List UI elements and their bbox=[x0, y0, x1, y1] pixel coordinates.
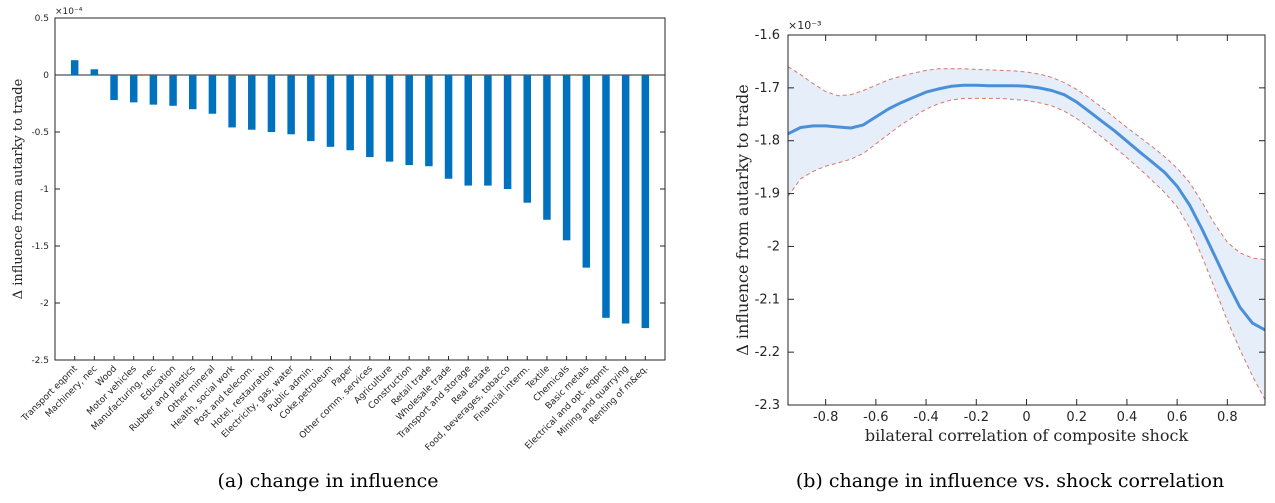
panel-b-y-tick-label: -2.3 bbox=[755, 398, 780, 413]
panel-b-x-tick-label: 0.6 bbox=[1167, 410, 1188, 425]
panel-a-y-tick-label: 0.5 bbox=[35, 14, 49, 24]
bar bbox=[543, 75, 551, 220]
bar bbox=[405, 75, 413, 166]
bar bbox=[228, 75, 236, 128]
bar bbox=[621, 75, 630, 324]
bar bbox=[248, 75, 256, 130]
panel-a-y-tick-label: 0 bbox=[43, 71, 49, 81]
panel-b-x-tick-label: -0.2 bbox=[964, 410, 989, 425]
bar bbox=[307, 75, 315, 142]
panel-b-y-tick-label: -2.2 bbox=[755, 345, 780, 360]
panel-a-y-tick-label: -0.5 bbox=[31, 128, 49, 138]
panel-b-x-tick-label: 0.4 bbox=[1117, 410, 1138, 425]
panel-b-y-tick-label: -2 bbox=[767, 239, 780, 254]
bar bbox=[287, 75, 295, 135]
bar bbox=[523, 75, 532, 203]
bar bbox=[188, 75, 197, 110]
panel-b-y-axis-label: Δ influence from autarky to trade bbox=[733, 84, 752, 356]
bar bbox=[562, 75, 571, 241]
bar bbox=[484, 75, 492, 186]
panel-b-estimate-line bbox=[787, 83, 1266, 332]
bar bbox=[326, 75, 335, 147]
panel-b-x-tick-label: 0 bbox=[1022, 410, 1030, 425]
panel-a-bar-chart: 0.50-0.5-1-1.5-2-2.5 Transport eqpmtMach… bbox=[11, 7, 666, 492]
panel-b-upper-bound-line bbox=[787, 66, 1266, 261]
bar bbox=[641, 75, 650, 329]
panel-a-y-tick-label: -1 bbox=[40, 185, 49, 195]
panel-a-exponent: ×10⁻⁴ bbox=[55, 7, 83, 17]
bar bbox=[602, 75, 610, 318]
bar bbox=[346, 75, 354, 151]
panel-b-x-tick-label: 0.8 bbox=[1217, 410, 1238, 425]
panel-b-confidence-band bbox=[788, 66, 1265, 400]
bar bbox=[444, 75, 453, 179]
panel-a-axes-frame bbox=[54, 17, 666, 361]
bar bbox=[464, 75, 472, 186]
bar bbox=[149, 75, 158, 105]
panel-a-y-tick-label: -2 bbox=[40, 299, 49, 309]
panel-a-y-axis-label: Δ influence from autarky to trade bbox=[11, 78, 26, 299]
panel-b-caption: (b) change in influence vs. shock correl… bbox=[796, 470, 1224, 492]
panel-b-y-tick-label: -2.1 bbox=[755, 292, 780, 307]
panel-b-y-tick-label: -1.7 bbox=[755, 81, 780, 96]
panel-a-y-tick-label: -2.5 bbox=[31, 356, 49, 366]
panel-b-y-tick-label: -1.9 bbox=[755, 187, 780, 202]
bar bbox=[425, 75, 433, 167]
bar bbox=[267, 75, 276, 132]
bar bbox=[582, 75, 591, 268]
panel-b-line-chart: -1.6 -1.7 -1.8 -1.9 -2 -2.1 -2.2 -2.3 -0.8 -0.6 -… bbox=[733, 19, 1266, 492]
panel-b-exponent: ×10⁻³ bbox=[788, 19, 821, 32]
panel-b-y-tick-label: -1.8 bbox=[755, 134, 780, 149]
bar bbox=[385, 75, 394, 162]
panel-b-x-tick-label: -0.4 bbox=[913, 410, 938, 425]
bar bbox=[90, 69, 99, 75]
bar bbox=[110, 75, 118, 101]
bar bbox=[503, 75, 512, 189]
panel-b-lower-bound-line bbox=[787, 97, 1266, 400]
bar bbox=[70, 60, 79, 75]
bar bbox=[169, 75, 177, 106]
bar bbox=[366, 75, 374, 158]
panel-b-x-tick-label: -0.6 bbox=[863, 410, 888, 425]
bar bbox=[129, 75, 138, 103]
panel-b-y-tick-label: -1.6 bbox=[755, 28, 780, 43]
panel-a-y-tick-label: -1.5 bbox=[31, 242, 49, 252]
panel-b-x-tick-label: -0.8 bbox=[813, 410, 838, 425]
panel-a-caption: (a) change in influence bbox=[217, 470, 438, 492]
panel-b-x-axis-label: bilateral correlation of composite shock bbox=[865, 426, 1189, 445]
bar bbox=[208, 75, 217, 114]
panel-b-x-tick-label: 0.2 bbox=[1066, 410, 1087, 425]
